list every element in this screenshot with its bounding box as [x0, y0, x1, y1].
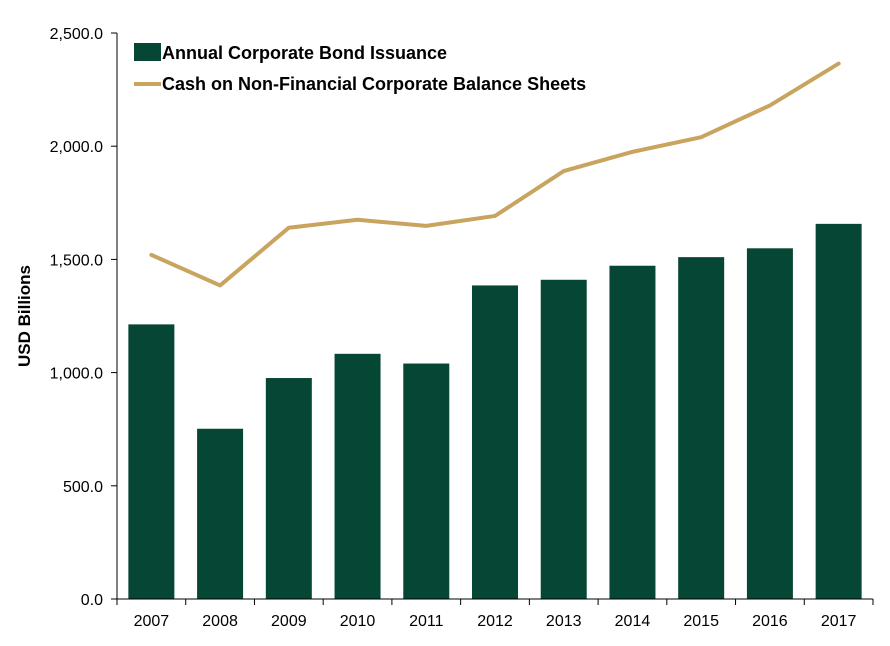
point-2016 — [769, 104, 771, 106]
point-2010 — [357, 219, 359, 221]
series-line-cash — [149, 61, 841, 288]
y-tick-label: 1,000.0 — [50, 366, 103, 383]
legend-label-cash: Cash on Non-Financial Corporate Balance … — [162, 74, 586, 94]
point-2012 — [494, 215, 496, 217]
point-2008 — [219, 284, 221, 286]
bar-2010 — [334, 353, 381, 599]
point-2007 — [150, 254, 152, 256]
bar-2011 — [403, 363, 450, 599]
bar-2012 — [472, 285, 518, 599]
point-2009 — [288, 227, 290, 229]
point-2014 — [631, 151, 633, 153]
y-axis-title: USD Billions — [15, 265, 34, 367]
plot-area: 0.0 500.0 1,000.0 1,500.0 2,000.0 2,500.0 2007… — [15, 26, 874, 630]
y-tick-label: 2,000.0 — [50, 139, 103, 156]
bar-2016 — [746, 248, 793, 599]
y-tick-label: 2,500.0 — [50, 26, 103, 43]
x-tick-label: 2007 — [134, 613, 170, 630]
x-tick-label: 2010 — [340, 613, 376, 630]
x-tick-label: 2015 — [683, 613, 719, 630]
x-tick-label: 2009 — [271, 613, 307, 630]
bar-2007 — [128, 324, 175, 599]
legend-label-bond-issuance: Annual Corporate Bond Issuance — [162, 43, 447, 63]
point-2017 — [838, 63, 840, 65]
x-tick-label: 2013 — [546, 613, 582, 630]
x-tick-label: 2017 — [821, 613, 857, 630]
y-tick-label: 500.0 — [63, 479, 103, 496]
bar-2015 — [678, 257, 725, 599]
x-tick-label: 2016 — [752, 613, 788, 630]
point-2015 — [700, 136, 702, 138]
x-tick-label: 2014 — [615, 613, 651, 630]
x-tick-label: 2012 — [477, 613, 513, 630]
bar-2013 — [540, 279, 587, 599]
legend: Annual Corporate Bond Issuance Cash on No… — [134, 43, 586, 94]
legend-swatch-bond-issuance — [134, 43, 161, 61]
point-2011 — [425, 225, 427, 227]
bar-2009 — [265, 378, 312, 599]
bar-2014 — [609, 265, 656, 599]
bar-2017 — [815, 223, 862, 599]
y-tick-label: 0.0 — [81, 592, 103, 609]
x-tick-label: 2011 — [409, 613, 444, 630]
y-tick-label: 1,500.0 — [50, 252, 103, 269]
point-2013 — [563, 170, 565, 172]
x-tick-label: 2008 — [202, 613, 238, 630]
bar-2008 — [197, 428, 244, 599]
